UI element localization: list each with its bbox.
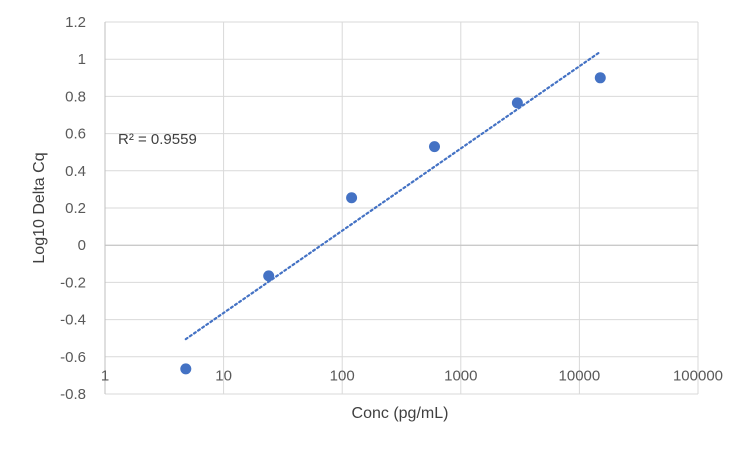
data-point [263,270,275,282]
data-point [594,72,606,84]
y-tick-label: 0.4 [65,163,86,180]
y-tick-label: -0.8 [60,386,86,403]
y-axis-title: Log10 Delta Cq [31,152,48,263]
y-tick-label: 1 [78,51,86,68]
y-tick-label: 0.2 [65,200,86,217]
trendline [184,50,602,341]
r-squared-annotation: R² = 0.9559 [118,131,197,148]
data-point [346,192,358,204]
x-tick-label: 100 [330,367,355,384]
y-tick-label: -0.6 [60,349,86,366]
y-tick-label: 1.2 [65,14,86,31]
x-tick-label: 100000 [673,367,723,384]
y-tick-label: 0.6 [65,126,86,143]
y-tick-label: 0 [78,237,86,254]
y-tick-label: 0.8 [65,88,86,105]
data-point [180,363,192,375]
y-tick-label: -0.4 [60,312,86,329]
x-tick-label: 10 [215,367,232,384]
x-axis-title: Conc (pg/mL) [352,405,449,422]
trendline-segment [184,50,602,341]
axes [104,22,698,394]
tick-labels: -0.8 -0.6 -0.4 -0.2 0 0.2 0.4 0.6 0.8 1 1.2 1 10 100 1… [60,14,723,403]
x-tick-label: 1000 [444,367,477,384]
grid-lines [104,21,699,395]
x-tick-label: 1 [101,367,109,384]
data-points [180,72,606,375]
data-point [511,97,523,109]
y-tick-label: -0.2 [60,274,86,291]
x-tick-label: 10000 [559,367,601,384]
data-point [428,141,440,153]
